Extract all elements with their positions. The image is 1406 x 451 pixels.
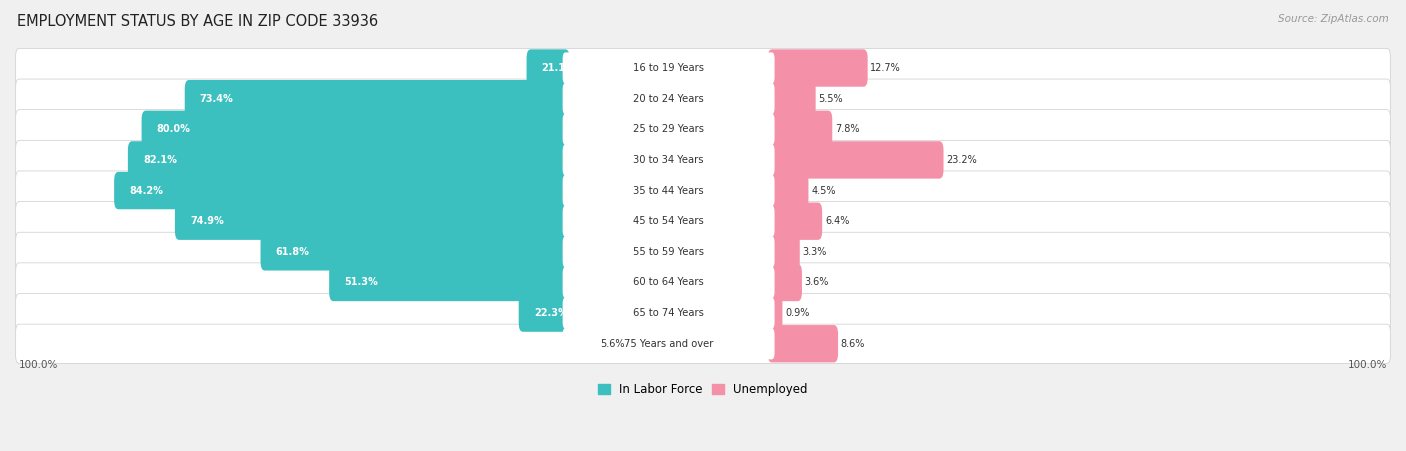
FancyBboxPatch shape (562, 175, 775, 206)
Text: 75 Years and over: 75 Years and over (624, 339, 713, 349)
FancyBboxPatch shape (768, 202, 823, 240)
Text: 100.0%: 100.0% (20, 360, 59, 370)
FancyBboxPatch shape (15, 110, 1391, 149)
Text: 21.1%: 21.1% (541, 63, 575, 73)
FancyBboxPatch shape (768, 295, 782, 332)
Text: 23.2%: 23.2% (946, 155, 977, 165)
Legend: In Labor Force, Unemployed: In Labor Force, Unemployed (593, 378, 813, 400)
FancyBboxPatch shape (15, 232, 1391, 272)
FancyBboxPatch shape (15, 79, 1391, 118)
FancyBboxPatch shape (768, 49, 868, 87)
FancyBboxPatch shape (15, 48, 1391, 87)
FancyBboxPatch shape (768, 80, 815, 117)
FancyBboxPatch shape (519, 295, 569, 332)
Text: 51.3%: 51.3% (344, 277, 378, 287)
FancyBboxPatch shape (562, 52, 775, 83)
FancyBboxPatch shape (527, 49, 569, 87)
Text: 80.0%: 80.0% (156, 124, 191, 134)
Text: EMPLOYMENT STATUS BY AGE IN ZIP CODE 33936: EMPLOYMENT STATUS BY AGE IN ZIP CODE 339… (17, 14, 378, 28)
FancyBboxPatch shape (15, 171, 1391, 210)
FancyBboxPatch shape (329, 264, 569, 301)
Text: 84.2%: 84.2% (129, 185, 163, 196)
Text: 4.5%: 4.5% (811, 185, 835, 196)
FancyBboxPatch shape (562, 328, 775, 359)
Text: 30 to 34 Years: 30 to 34 Years (633, 155, 704, 165)
Text: 55 to 59 Years: 55 to 59 Years (633, 247, 704, 257)
Text: 74.9%: 74.9% (190, 216, 224, 226)
FancyBboxPatch shape (15, 140, 1391, 179)
FancyBboxPatch shape (142, 110, 569, 148)
FancyBboxPatch shape (15, 324, 1391, 364)
Text: 73.4%: 73.4% (200, 94, 233, 104)
FancyBboxPatch shape (184, 80, 569, 117)
Text: 45 to 54 Years: 45 to 54 Years (633, 216, 704, 226)
FancyBboxPatch shape (768, 325, 838, 363)
Text: 5.6%: 5.6% (600, 339, 626, 349)
FancyBboxPatch shape (768, 172, 808, 209)
FancyBboxPatch shape (768, 233, 800, 271)
FancyBboxPatch shape (15, 294, 1391, 333)
Text: 16 to 19 Years: 16 to 19 Years (633, 63, 704, 73)
Text: 0.9%: 0.9% (785, 308, 810, 318)
Text: 6.4%: 6.4% (825, 216, 849, 226)
Text: 22.3%: 22.3% (534, 308, 568, 318)
FancyBboxPatch shape (562, 83, 775, 114)
FancyBboxPatch shape (114, 172, 569, 209)
Text: 8.6%: 8.6% (841, 339, 865, 349)
FancyBboxPatch shape (562, 267, 775, 298)
Text: 12.7%: 12.7% (870, 63, 901, 73)
Text: 3.3%: 3.3% (803, 247, 827, 257)
FancyBboxPatch shape (260, 233, 569, 271)
FancyBboxPatch shape (15, 202, 1391, 241)
FancyBboxPatch shape (768, 110, 832, 148)
FancyBboxPatch shape (562, 298, 775, 329)
Text: 5.5%: 5.5% (818, 94, 844, 104)
Text: 35 to 44 Years: 35 to 44 Years (633, 185, 704, 196)
Text: 61.8%: 61.8% (276, 247, 309, 257)
Text: 100.0%: 100.0% (1347, 360, 1386, 370)
Text: 3.6%: 3.6% (804, 277, 830, 287)
Text: 60 to 64 Years: 60 to 64 Years (633, 277, 704, 287)
FancyBboxPatch shape (562, 144, 775, 175)
Text: Source: ZipAtlas.com: Source: ZipAtlas.com (1278, 14, 1389, 23)
FancyBboxPatch shape (562, 236, 775, 267)
FancyBboxPatch shape (768, 141, 943, 179)
FancyBboxPatch shape (768, 264, 801, 301)
FancyBboxPatch shape (174, 202, 569, 240)
FancyBboxPatch shape (562, 114, 775, 145)
FancyBboxPatch shape (128, 141, 569, 179)
Text: 65 to 74 Years: 65 to 74 Years (633, 308, 704, 318)
FancyBboxPatch shape (562, 206, 775, 237)
Text: 25 to 29 Years: 25 to 29 Years (633, 124, 704, 134)
Text: 82.1%: 82.1% (143, 155, 177, 165)
FancyBboxPatch shape (15, 263, 1391, 302)
Text: 20 to 24 Years: 20 to 24 Years (633, 94, 704, 104)
Text: 7.8%: 7.8% (835, 124, 859, 134)
